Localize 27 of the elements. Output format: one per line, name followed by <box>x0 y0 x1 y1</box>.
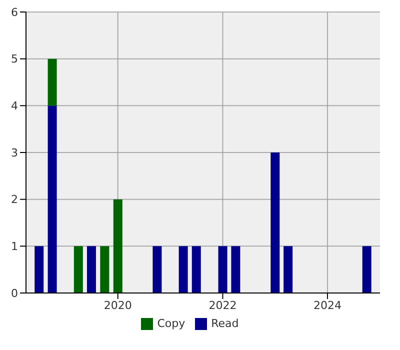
bar <box>218 246 228 293</box>
y-tick-label: 4 <box>11 100 18 113</box>
y-tick-label: 1 <box>11 240 18 254</box>
y-tick-label: 6 <box>11 6 18 19</box>
bar <box>74 246 83 293</box>
bar <box>48 58 57 106</box>
bar <box>284 246 293 293</box>
bar <box>231 246 240 293</box>
legend-label: Copy <box>156 317 186 330</box>
y-tick-label: 3 <box>11 146 18 160</box>
bar <box>178 246 188 293</box>
x-tick-label: 2020 <box>104 298 132 312</box>
y-tick-label: 5 <box>11 52 18 66</box>
legend-label: Read <box>210 317 239 330</box>
bar <box>270 152 280 293</box>
bar <box>362 246 372 293</box>
y-tick-label: 0 <box>11 286 18 300</box>
x-tick-label: 2022 <box>208 298 237 312</box>
bar <box>152 246 162 293</box>
bar <box>86 246 96 293</box>
bar <box>192 246 201 293</box>
y-tick-label: 2 <box>11 193 18 206</box>
x-tick-label: 2024 <box>313 298 342 312</box>
bar <box>113 199 122 293</box>
bar <box>48 106 57 293</box>
bar <box>34 246 44 293</box>
bar <box>100 246 110 293</box>
